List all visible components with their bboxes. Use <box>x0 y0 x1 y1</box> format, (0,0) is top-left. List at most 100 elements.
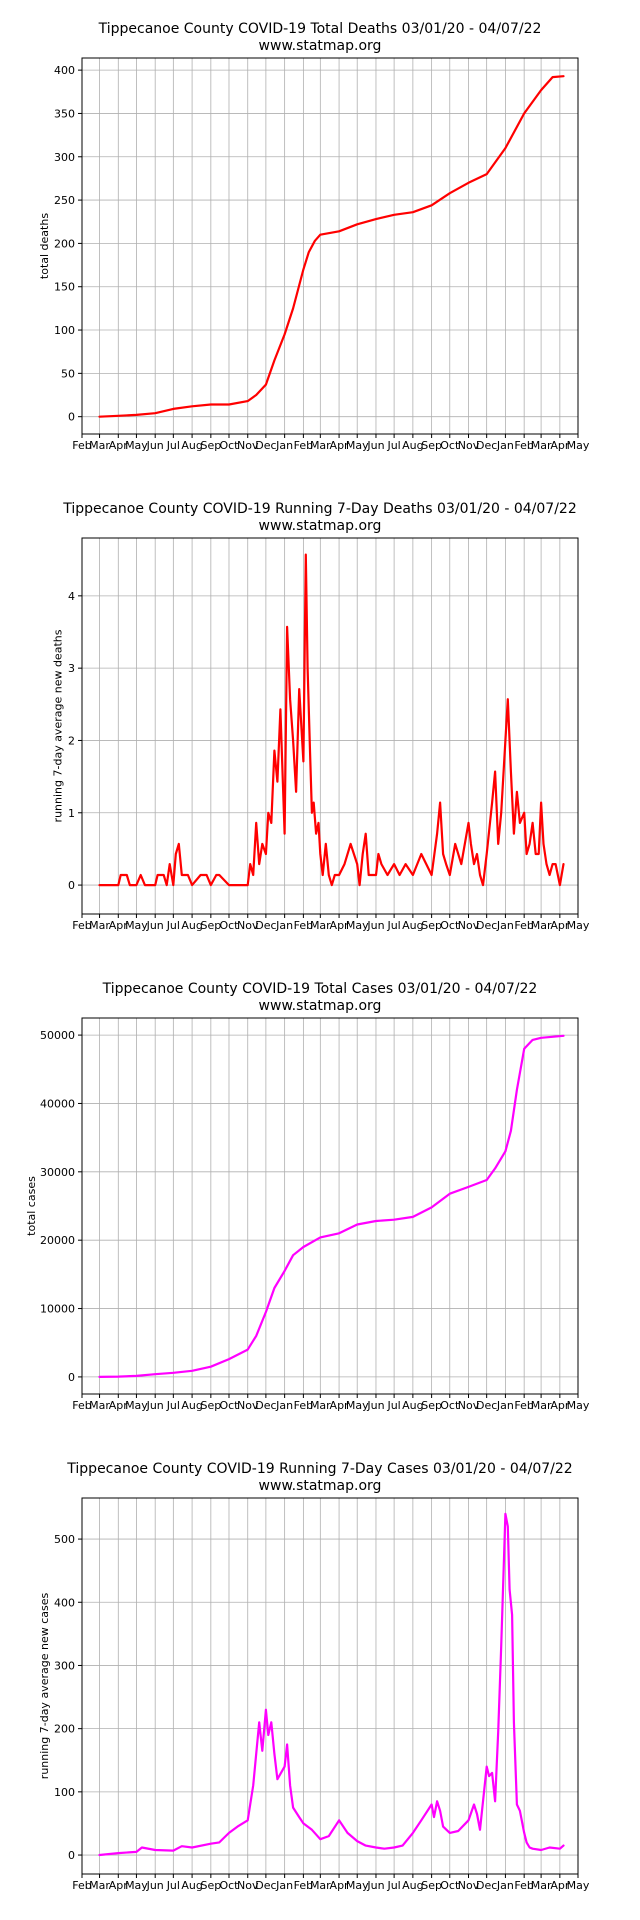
x-tick-label: Sep <box>421 1399 442 1412</box>
y-axis-label: total cases <box>25 1176 38 1236</box>
x-tick-label: Feb <box>72 1879 91 1892</box>
y-tick-label: 100 <box>54 324 75 337</box>
x-tick-label: Mar <box>89 439 110 452</box>
x-tick-label: Jun <box>366 919 384 932</box>
x-tick-label: Nov <box>237 1399 259 1412</box>
x-tick-label: Sep <box>200 1879 221 1892</box>
y-tick-label: 0 <box>68 411 75 424</box>
y-tick-label: 50000 <box>40 1029 75 1042</box>
y-tick-label: 4 <box>68 590 75 603</box>
x-tick-label: Feb <box>72 919 91 932</box>
x-tick-label: Jan <box>496 919 514 932</box>
chart-total-deaths: Tippecanoe County COVID-19 Total Deaths … <box>0 0 640 480</box>
x-tick-label: Jan <box>275 1879 293 1892</box>
x-tick-label: May <box>567 439 590 452</box>
x-tick-label: Nov <box>237 1879 259 1892</box>
x-tick-label: Apr <box>330 919 350 932</box>
chart-svg-total-cases: Tippecanoe County COVID-19 Total Cases 0… <box>25 981 590 1412</box>
axes-frame <box>81 537 579 915</box>
chart-title: Tippecanoe County COVID-19 Total Deaths … <box>98 21 542 37</box>
x-tick-label: Mar <box>531 1399 552 1412</box>
x-tick-label: Jun <box>146 1879 164 1892</box>
x-tick-label: May <box>125 1399 148 1412</box>
x-tick-label: Oct <box>440 1879 460 1892</box>
x-tick-label: Aug <box>181 1399 202 1412</box>
y-axis-label: running 7-day average new deaths <box>51 629 64 822</box>
y-tick-label: 0 <box>68 1371 75 1384</box>
chart-running-deaths: Tippecanoe County COVID-19 Running 7-Day… <box>0 480 640 960</box>
y-tick-label: 400 <box>54 64 75 77</box>
x-tick-label: Nov <box>458 439 480 452</box>
x-tick-label: Sep <box>200 439 221 452</box>
y-axis-label: total deaths <box>38 213 51 279</box>
x-tick-label: Apr <box>550 439 570 452</box>
y-tick-label: 200 <box>54 1723 75 1736</box>
x-tick-label: Aug <box>402 1879 423 1892</box>
x-tick-label: Nov <box>237 919 259 932</box>
x-tick-label: Sep <box>200 1399 221 1412</box>
axes-frame <box>81 1497 579 1875</box>
x-tick-label: Sep <box>421 439 442 452</box>
x-tick-label: Oct <box>440 1399 460 1412</box>
x-tick-label: Feb <box>294 439 313 452</box>
grid <box>81 58 579 434</box>
x-tick-label: Nov <box>458 919 480 932</box>
x-tick-label: Feb <box>72 1399 91 1412</box>
y-tick-label: 40000 <box>40 1097 75 1110</box>
x-tick-label: May <box>346 1879 369 1892</box>
x-tick-label: Feb <box>294 919 313 932</box>
x-tick-label: Sep <box>200 919 221 932</box>
y-tick-label: 0 <box>68 879 75 892</box>
x-tick-label: Apr <box>330 439 350 452</box>
y-tick-label: 200 <box>54 237 75 250</box>
x-tick-label: May <box>346 439 369 452</box>
y-tick-label: 30000 <box>40 1166 75 1179</box>
grid <box>81 1018 579 1394</box>
y-axis-ticks: 0 100 200 300 400 500 <box>54 1533 82 1862</box>
x-tick-label: Jul <box>386 919 400 932</box>
chart-subtitle: www.statmap.org <box>259 518 382 534</box>
x-tick-label: Jan <box>275 1399 293 1412</box>
axes-frame <box>81 1017 579 1395</box>
chart-svg-running-cases: Tippecanoe County COVID-19 Running 7-Day… <box>38 1461 590 1892</box>
chart-subtitle: www.statmap.org <box>259 38 382 54</box>
x-tick-label: Mar <box>310 439 331 452</box>
y-axis-ticks: 0 1 2 3 4 <box>68 590 82 892</box>
y-tick-label: 500 <box>54 1533 75 1546</box>
x-tick-label: Apr <box>109 439 129 452</box>
x-tick-label: Aug <box>402 439 423 452</box>
x-tick-label: May <box>125 1879 148 1892</box>
x-tick-label: Apr <box>330 1879 350 1892</box>
series-line <box>98 1034 565 1378</box>
y-tick-label: 2 <box>68 734 75 747</box>
x-tick-label: Jan <box>496 439 514 452</box>
x-tick-label: Mar <box>531 1879 552 1892</box>
chart-total-cases: Tippecanoe County COVID-19 Total Cases 0… <box>0 960 640 1440</box>
x-tick-label: Jul <box>386 439 400 452</box>
x-tick-label: Mar <box>89 1879 110 1892</box>
x-tick-label: Jul <box>166 1399 180 1412</box>
series-line <box>98 75 565 418</box>
x-tick-label: May <box>346 919 369 932</box>
y-axis-ticks: 0 10000 20000 30000 40000 50000 <box>40 1029 82 1384</box>
chart-title: Tippecanoe County COVID-19 Running 7-Day… <box>66 1461 572 1477</box>
x-tick-label: Mar <box>310 1399 331 1412</box>
x-tick-label: Aug <box>402 919 423 932</box>
x-tick-label: Apr <box>550 1879 570 1892</box>
x-tick-label: Feb <box>514 439 533 452</box>
x-tick-label: Apr <box>109 1399 129 1412</box>
y-tick-label: 300 <box>54 151 75 164</box>
chart-svg-running-deaths: Tippecanoe County COVID-19 Running 7-Day… <box>51 501 589 932</box>
x-tick-label: Oct <box>219 439 239 452</box>
x-tick-label: Feb <box>72 439 91 452</box>
x-tick-label: Jan <box>496 1399 514 1412</box>
x-tick-label: Oct <box>219 1399 239 1412</box>
x-tick-label: Apr <box>109 919 129 932</box>
x-tick-label: Aug <box>181 439 202 452</box>
x-tick-label: May <box>567 1399 590 1412</box>
x-tick-label: Apr <box>330 1399 350 1412</box>
x-tick-label: Oct <box>440 919 460 932</box>
x-tick-label: Jul <box>166 919 180 932</box>
